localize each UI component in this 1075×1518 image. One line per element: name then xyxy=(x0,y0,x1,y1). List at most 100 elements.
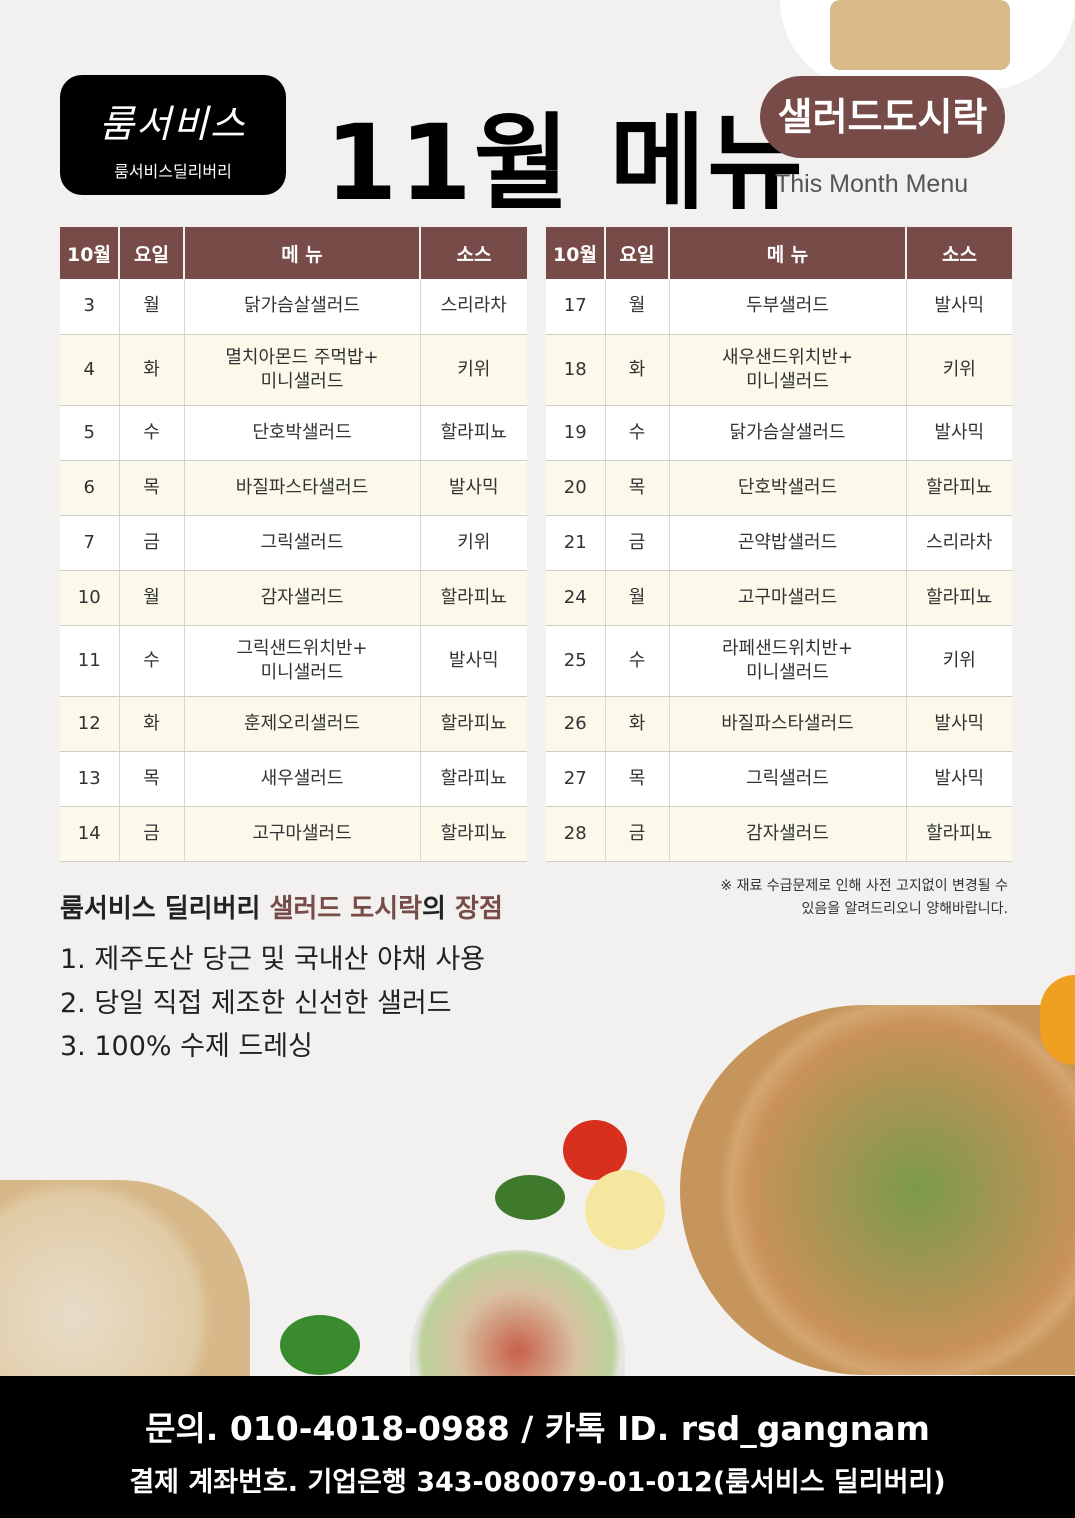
cell-menu: 감자샐러드 xyxy=(669,806,907,862)
cell-menu: 단호박샐러드 xyxy=(669,460,907,516)
cell-sauce: 발사믹 xyxy=(906,405,1012,461)
header-menu: 메 뉴 xyxy=(184,227,421,279)
table-row: 6 목 바질파스타샐러드 발사믹 xyxy=(60,460,527,516)
table-row: 19 수 닭가슴살샐러드 발사믹 xyxy=(546,405,1012,461)
table-row: 27 목 그릭샐러드 발사믹 xyxy=(546,751,1012,807)
table-row: 28 금 감자샐러드 할라피뇨 xyxy=(546,806,1012,862)
cell-menu: 바질파스타샐러드 xyxy=(184,460,421,516)
cell-menu: 감자샐러드 xyxy=(184,570,421,626)
cell-date: 19 xyxy=(546,405,606,461)
cell-date: 25 xyxy=(546,625,606,697)
cell-sauce: 스리라차 xyxy=(906,515,1012,571)
cell-sauce: 할라피뇨 xyxy=(420,806,527,862)
notice-line: 있음을 알려드리오니 양해바랍니다. xyxy=(801,901,1008,917)
cell-date: 20 xyxy=(546,460,606,516)
payment-line: 결제 계좌번호. 기업은행 343-080079-01-012(룸서비스 딜리버… xyxy=(129,1467,946,1498)
cell-menu: 그릭샌드위치반+ 미니샐러드 xyxy=(184,625,421,697)
table-row: 10 월 감자샐러드 할라피뇨 xyxy=(60,570,527,626)
menu-table-right: 10월 요일 메 뉴 소스 17 월 두부샐러드 발사믹 18 화 새우샌드위치반+ 미니샐… xyxy=(546,227,1012,862)
cell-day: 수 xyxy=(605,625,670,697)
title-part: 의 xyxy=(422,894,456,924)
leaf-image xyxy=(280,1315,360,1375)
cell-sauce: 할라피뇨 xyxy=(906,460,1012,516)
cell-date: 11 xyxy=(60,625,120,697)
cell-day: 목 xyxy=(119,751,185,807)
contact-footer: 문의. 010-4018-0988 / 카톡 ID. rsd_gangnam 결… xyxy=(0,1376,1075,1518)
table-row: 26 화 바질파스타샐러드 발사믹 xyxy=(546,696,1012,752)
title-highlight: 샐러드 도시락 xyxy=(269,894,423,924)
header-date: 10월 xyxy=(60,227,120,279)
header-menu: 메 뉴 xyxy=(669,227,907,279)
logo-script: 룸서비스 xyxy=(99,102,247,146)
cell-sauce: 할라피뇨 xyxy=(906,570,1012,626)
header-sauce: 소스 xyxy=(906,227,1012,279)
header-day: 요일 xyxy=(119,227,185,279)
cell-day: 목 xyxy=(605,460,670,516)
cell-sauce: 발사믹 xyxy=(906,279,1012,335)
cell-date: 12 xyxy=(60,696,120,752)
advantages-title: 룸서비스 딜리버리 샐러드 도시락의 장점 xyxy=(60,888,503,925)
cell-menu: 그릭샐러드 xyxy=(669,751,907,807)
table-header: 10월 요일 메 뉴 소스 xyxy=(60,227,527,279)
cell-menu: 새우샌드위치반+ 미니샐러드 xyxy=(669,334,907,406)
chicken-plate-image xyxy=(0,1180,250,1376)
notice: ※ 재료 수급문제로 인해 사전 고지없이 변경될 수 있음을 알려드리오니 양… xyxy=(640,875,1008,921)
cell-menu: 닭가슴살샐러드 xyxy=(669,405,907,461)
table-row: 11 수 그릭샌드위치반+ 미니샐러드 발사믹 xyxy=(60,625,527,697)
cell-date: 4 xyxy=(60,334,120,406)
cell-day: 화 xyxy=(119,696,185,752)
cell-menu: 고구마샐러드 xyxy=(184,806,421,862)
cell-sauce: 발사믹 xyxy=(906,696,1012,752)
cell-menu: 그릭샐러드 xyxy=(184,515,421,571)
cell-day: 금 xyxy=(119,515,185,571)
salad-bowl-image xyxy=(680,1005,1075,1375)
table-row: 7 금 그릭샐러드 키위 xyxy=(60,515,527,571)
cell-sauce: 할라피뇨 xyxy=(420,570,527,626)
notice-line: ※ 재료 수급문제로 인해 사전 고지없이 변경될 수 xyxy=(720,878,1008,894)
cell-menu: 두부샐러드 xyxy=(669,279,907,335)
cell-menu: 곤약밥샐러드 xyxy=(669,515,907,571)
cell-day: 월 xyxy=(605,570,670,626)
cell-menu: 훈제오리샐러드 xyxy=(184,696,421,752)
table-row: 25 수 라페샌드위치반+ 미니샐러드 키위 xyxy=(546,625,1012,697)
cell-day: 월 xyxy=(119,570,185,626)
table-row: 21 금 곤약밥샐러드 스리라차 xyxy=(546,515,1012,571)
cell-sauce: 발사믹 xyxy=(420,460,527,516)
table-row: 24 월 고구마샐러드 할라피뇨 xyxy=(546,570,1012,626)
cell-day: 목 xyxy=(119,460,185,516)
table-row: 4 화 멸치아몬드 주먹밥+ 미니샐러드 키위 xyxy=(60,334,527,406)
cell-day: 수 xyxy=(119,405,185,461)
cell-menu: 고구마샐러드 xyxy=(669,570,907,626)
cell-date: 14 xyxy=(60,806,120,862)
cell-day: 금 xyxy=(119,806,185,862)
menu-table-left: 10월 요일 메 뉴 소스 3 월 닭가슴살샐러드 스리라차 4 화 멸치아몬드 주먹밥+ … xyxy=(60,227,527,862)
cell-date: 24 xyxy=(546,570,606,626)
cell-date: 21 xyxy=(546,515,606,571)
cell-date: 3 xyxy=(60,279,120,335)
table-row: 3 월 닭가슴살샐러드 스리라차 xyxy=(60,279,527,335)
cell-day: 화 xyxy=(605,334,670,406)
cell-date: 18 xyxy=(546,334,606,406)
sandwich-image xyxy=(830,0,1010,70)
page-subtitle: This Month Menu xyxy=(775,170,969,198)
advantage-item: 3. 100% 수제 드레싱 xyxy=(60,1031,313,1062)
header-date: 10월 xyxy=(546,227,606,279)
leaf-image xyxy=(495,1175,565,1220)
title-part: 룸서비스 딜리버리 xyxy=(60,894,270,924)
cell-day: 월 xyxy=(605,279,670,335)
cell-menu: 닭가슴살샐러드 xyxy=(184,279,421,335)
cell-day: 수 xyxy=(119,625,185,697)
header-day: 요일 xyxy=(605,227,670,279)
cell-date: 7 xyxy=(60,515,120,571)
cell-sauce: 스리라차 xyxy=(420,279,527,335)
cell-day: 목 xyxy=(605,751,670,807)
page-title: 11월 메뉴 xyxy=(325,102,805,224)
cell-sauce: 발사믹 xyxy=(906,751,1012,807)
cell-day: 화 xyxy=(119,334,185,406)
cell-day: 금 xyxy=(605,515,670,571)
cell-date: 13 xyxy=(60,751,120,807)
cell-menu: 멸치아몬드 주먹밥+ 미니샐러드 xyxy=(184,334,421,406)
juice-glass-image xyxy=(1040,975,1075,1065)
cell-sauce: 키위 xyxy=(906,625,1012,697)
title-highlight: 장점 xyxy=(455,894,503,924)
